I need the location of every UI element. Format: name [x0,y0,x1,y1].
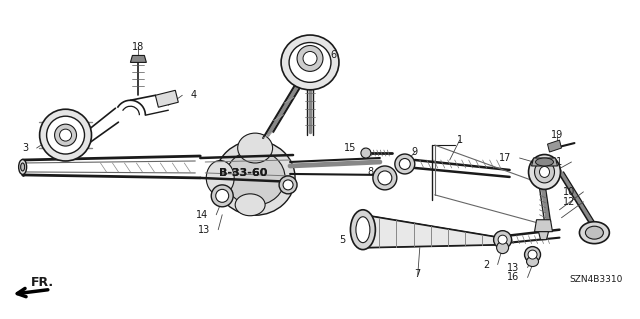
Text: 17: 17 [499,153,511,163]
Ellipse shape [54,124,77,146]
Ellipse shape [528,250,537,259]
Text: 2: 2 [483,260,490,270]
Ellipse shape [498,235,507,244]
Ellipse shape [378,171,392,185]
Ellipse shape [373,166,397,190]
Ellipse shape [351,210,376,249]
Ellipse shape [237,133,273,163]
Polygon shape [534,220,552,232]
Text: 11: 11 [551,157,563,167]
Ellipse shape [47,116,84,154]
Ellipse shape [540,167,550,177]
Ellipse shape [225,151,285,205]
Ellipse shape [297,46,323,71]
Ellipse shape [586,226,604,239]
Ellipse shape [206,160,234,195]
Text: 4: 4 [190,90,196,100]
Text: 6: 6 [330,50,336,61]
Text: 10: 10 [563,187,575,197]
Ellipse shape [289,42,331,82]
Ellipse shape [395,154,415,174]
Text: B-33-60: B-33-60 [219,168,268,178]
Polygon shape [131,56,147,63]
Polygon shape [538,232,548,240]
Ellipse shape [60,129,72,141]
Ellipse shape [279,176,297,194]
Ellipse shape [525,247,541,263]
Ellipse shape [361,148,371,158]
Text: FR.: FR. [31,276,54,289]
Text: 14: 14 [196,210,208,220]
Polygon shape [362,215,500,248]
Text: 5: 5 [339,235,345,245]
Text: 16: 16 [508,272,520,283]
Ellipse shape [534,161,554,183]
Ellipse shape [527,256,538,267]
Text: 13: 13 [508,263,520,272]
Text: 15: 15 [344,143,356,153]
Ellipse shape [497,241,509,254]
Polygon shape [547,140,561,152]
Ellipse shape [283,180,293,190]
Ellipse shape [216,189,228,202]
Text: 8: 8 [368,167,374,177]
Text: 7: 7 [415,270,421,279]
Ellipse shape [356,217,370,243]
Ellipse shape [579,222,609,244]
Ellipse shape [281,35,339,90]
Ellipse shape [536,158,554,166]
Text: 12: 12 [563,197,575,207]
Ellipse shape [399,159,410,169]
Text: 3: 3 [22,143,29,153]
Ellipse shape [19,160,27,174]
Ellipse shape [211,185,233,207]
Ellipse shape [303,51,317,65]
Ellipse shape [20,163,25,171]
Polygon shape [532,158,557,166]
Text: 19: 19 [551,130,564,140]
Text: 9: 9 [412,147,418,157]
Polygon shape [156,90,179,107]
Ellipse shape [215,141,295,215]
Text: 13: 13 [198,225,210,235]
Text: 1: 1 [456,135,463,145]
Ellipse shape [40,109,92,161]
Ellipse shape [529,154,561,189]
Text: B-33-60: B-33-60 [219,168,268,178]
Text: SZN4B3310: SZN4B3310 [570,275,623,284]
Ellipse shape [235,194,265,216]
Text: 18: 18 [132,42,145,53]
Ellipse shape [493,231,511,249]
